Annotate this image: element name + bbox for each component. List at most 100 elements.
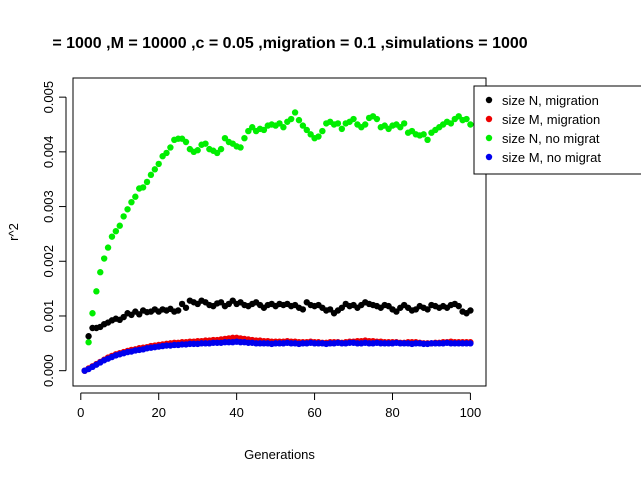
data-point xyxy=(97,269,104,276)
x-tick-label: 20 xyxy=(151,405,165,420)
data-point xyxy=(400,120,408,127)
data-point xyxy=(295,116,303,124)
data-point xyxy=(467,121,474,128)
data-point xyxy=(260,126,268,134)
data-point xyxy=(89,310,96,317)
data-point xyxy=(467,340,474,347)
data-point xyxy=(291,109,299,116)
x-tick-label: 60 xyxy=(307,405,321,420)
data-point xyxy=(393,308,400,315)
legend-entry: size M, no migrat xyxy=(502,150,601,165)
y-axis-label: r^2 xyxy=(6,223,21,241)
data-point xyxy=(217,145,225,153)
data-point xyxy=(202,140,209,147)
data-point xyxy=(128,198,135,206)
legend-box xyxy=(473,85,641,175)
data-point xyxy=(93,288,100,295)
data-point xyxy=(120,313,127,321)
data-point xyxy=(213,149,221,157)
y-tick-label: 0.002 xyxy=(41,245,56,278)
data-point xyxy=(299,122,307,129)
data-point xyxy=(249,124,256,131)
data-point xyxy=(397,124,404,131)
data-point xyxy=(303,126,310,134)
data-point xyxy=(147,171,155,179)
x-tick-label: 80 xyxy=(385,405,399,420)
y-tick-label: 0.000 xyxy=(41,354,56,387)
data-point xyxy=(163,149,170,157)
data-point xyxy=(455,302,462,310)
data-point xyxy=(338,304,346,311)
data-points xyxy=(81,109,474,374)
y-tick-label: 0.005 xyxy=(41,81,56,114)
x-axis: 0 20 40 60 80 100 xyxy=(77,392,482,420)
legend-marker xyxy=(485,115,493,123)
y-axis: 0.000 0.001 0.002 0.003 0.004 0.005 xyxy=(41,81,67,387)
data-point xyxy=(241,134,248,142)
legend-entry: size N, no migrat xyxy=(502,131,600,146)
data-point xyxy=(85,339,92,346)
data-point xyxy=(362,121,369,128)
data-point xyxy=(116,222,123,229)
data-point xyxy=(174,307,182,314)
legend: size N, migration size M, migration size N… xyxy=(473,85,641,175)
data-point xyxy=(447,120,455,127)
data-point xyxy=(194,147,201,154)
data-point xyxy=(217,299,225,306)
data-point xyxy=(120,213,127,220)
data-point xyxy=(319,127,326,135)
data-point xyxy=(326,306,334,313)
data-point xyxy=(151,166,159,173)
series-1 xyxy=(85,297,474,340)
data-point xyxy=(104,244,112,251)
data-point xyxy=(112,227,120,235)
legend-marker xyxy=(485,96,493,104)
data-point xyxy=(178,300,186,308)
data-point xyxy=(182,304,190,311)
data-point xyxy=(85,333,92,340)
series-3 xyxy=(81,338,474,374)
x-tick-label: 40 xyxy=(229,405,243,420)
data-point xyxy=(276,120,283,127)
data-point xyxy=(167,144,174,151)
data-point xyxy=(132,193,139,200)
x-tick-label: 0 xyxy=(77,405,84,420)
data-point xyxy=(287,115,295,123)
plot-frame xyxy=(72,77,487,387)
data-point xyxy=(307,131,314,138)
x-axis-label: Generations xyxy=(244,447,315,462)
series-0 xyxy=(85,109,474,346)
data-point xyxy=(139,184,147,191)
data-point xyxy=(338,125,346,133)
x-tick-label: 100 xyxy=(460,405,482,420)
legend-entry: size N, migration xyxy=(502,93,599,108)
data-point xyxy=(100,255,108,262)
data-point xyxy=(155,160,162,168)
data-point xyxy=(424,136,431,144)
y-tick-label: 0.003 xyxy=(41,190,56,223)
data-point xyxy=(463,115,470,123)
legend-marker xyxy=(485,134,493,142)
data-point xyxy=(221,134,229,142)
data-point xyxy=(299,306,307,313)
data-point xyxy=(373,115,381,123)
legend-marker xyxy=(485,153,493,161)
data-point xyxy=(108,233,116,240)
data-point xyxy=(334,120,342,127)
data-point xyxy=(136,311,143,318)
chart-title: = 1000 ,M = 10000 ,c = 0.05 ,migration =… xyxy=(52,35,527,52)
data-point xyxy=(143,178,151,186)
data-point xyxy=(424,306,431,313)
data-point xyxy=(350,115,357,123)
data-point xyxy=(315,133,322,140)
legend-entry: size M, migration xyxy=(502,112,600,127)
data-point xyxy=(280,124,287,131)
data-point xyxy=(237,144,244,151)
data-point xyxy=(182,138,190,146)
data-point xyxy=(124,206,131,213)
data-point xyxy=(467,307,474,314)
data-point xyxy=(455,113,462,120)
data-point xyxy=(245,127,252,135)
